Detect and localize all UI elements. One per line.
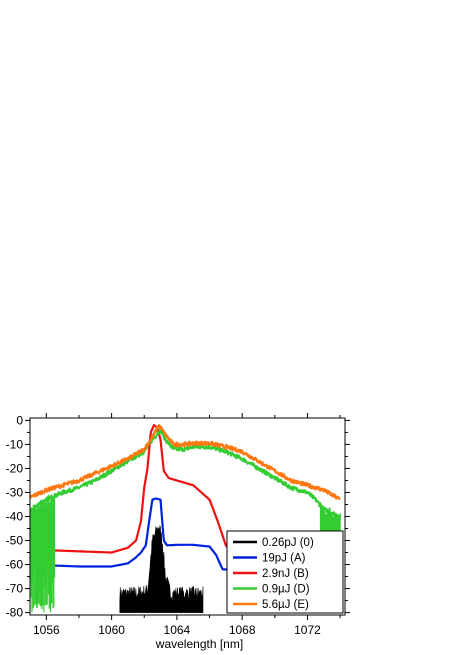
- series-0: [119, 525, 204, 613]
- x-tick-label: 1060: [98, 623, 125, 637]
- y-tick-label: -70: [6, 582, 24, 596]
- series-4: [30, 424, 341, 501]
- series-fill-0: [119, 525, 204, 613]
- y-tick-label: -40: [6, 510, 24, 524]
- y-tick-label: -80: [6, 606, 24, 620]
- legend-label: 0.9µJ (D): [262, 584, 310, 596]
- y-tick-label: 0: [16, 413, 23, 427]
- series-line-4: [30, 424, 341, 501]
- y-tick-label: -30: [6, 485, 24, 499]
- y-tick-label: -20: [6, 461, 24, 475]
- ticks-layer: 1056 1060 1064 1068 1072 0 -10 -20 -30 -40 -50 -60 -…: [6, 413, 350, 637]
- x-tick-label: 1072: [294, 623, 321, 637]
- legend: 0.26pJ (0) 19pJ (A) 2.9nJ (B) 0.9µJ (D) 5.6µ…: [226, 530, 344, 614]
- x-tick-label: 1056: [33, 623, 60, 637]
- x-tick-label: 1064: [164, 623, 191, 637]
- legend-label: 5.6µJ (E): [262, 599, 309, 611]
- legend-label: 19pJ (A): [262, 553, 306, 565]
- series-line-3: [30, 427, 342, 519]
- y-tick-label: -50: [6, 534, 24, 548]
- series-noise-band-3-0: [30, 494, 56, 613]
- legend-label: 2.9nJ (B): [262, 568, 309, 580]
- legend-label: 0.26pJ (0): [262, 537, 314, 549]
- y-tick-label: -10: [6, 437, 24, 451]
- y-tick-label: -60: [6, 558, 24, 572]
- x-axis-label: wavelength [nm]: [155, 637, 243, 651]
- x-tick-label: 1068: [229, 623, 256, 637]
